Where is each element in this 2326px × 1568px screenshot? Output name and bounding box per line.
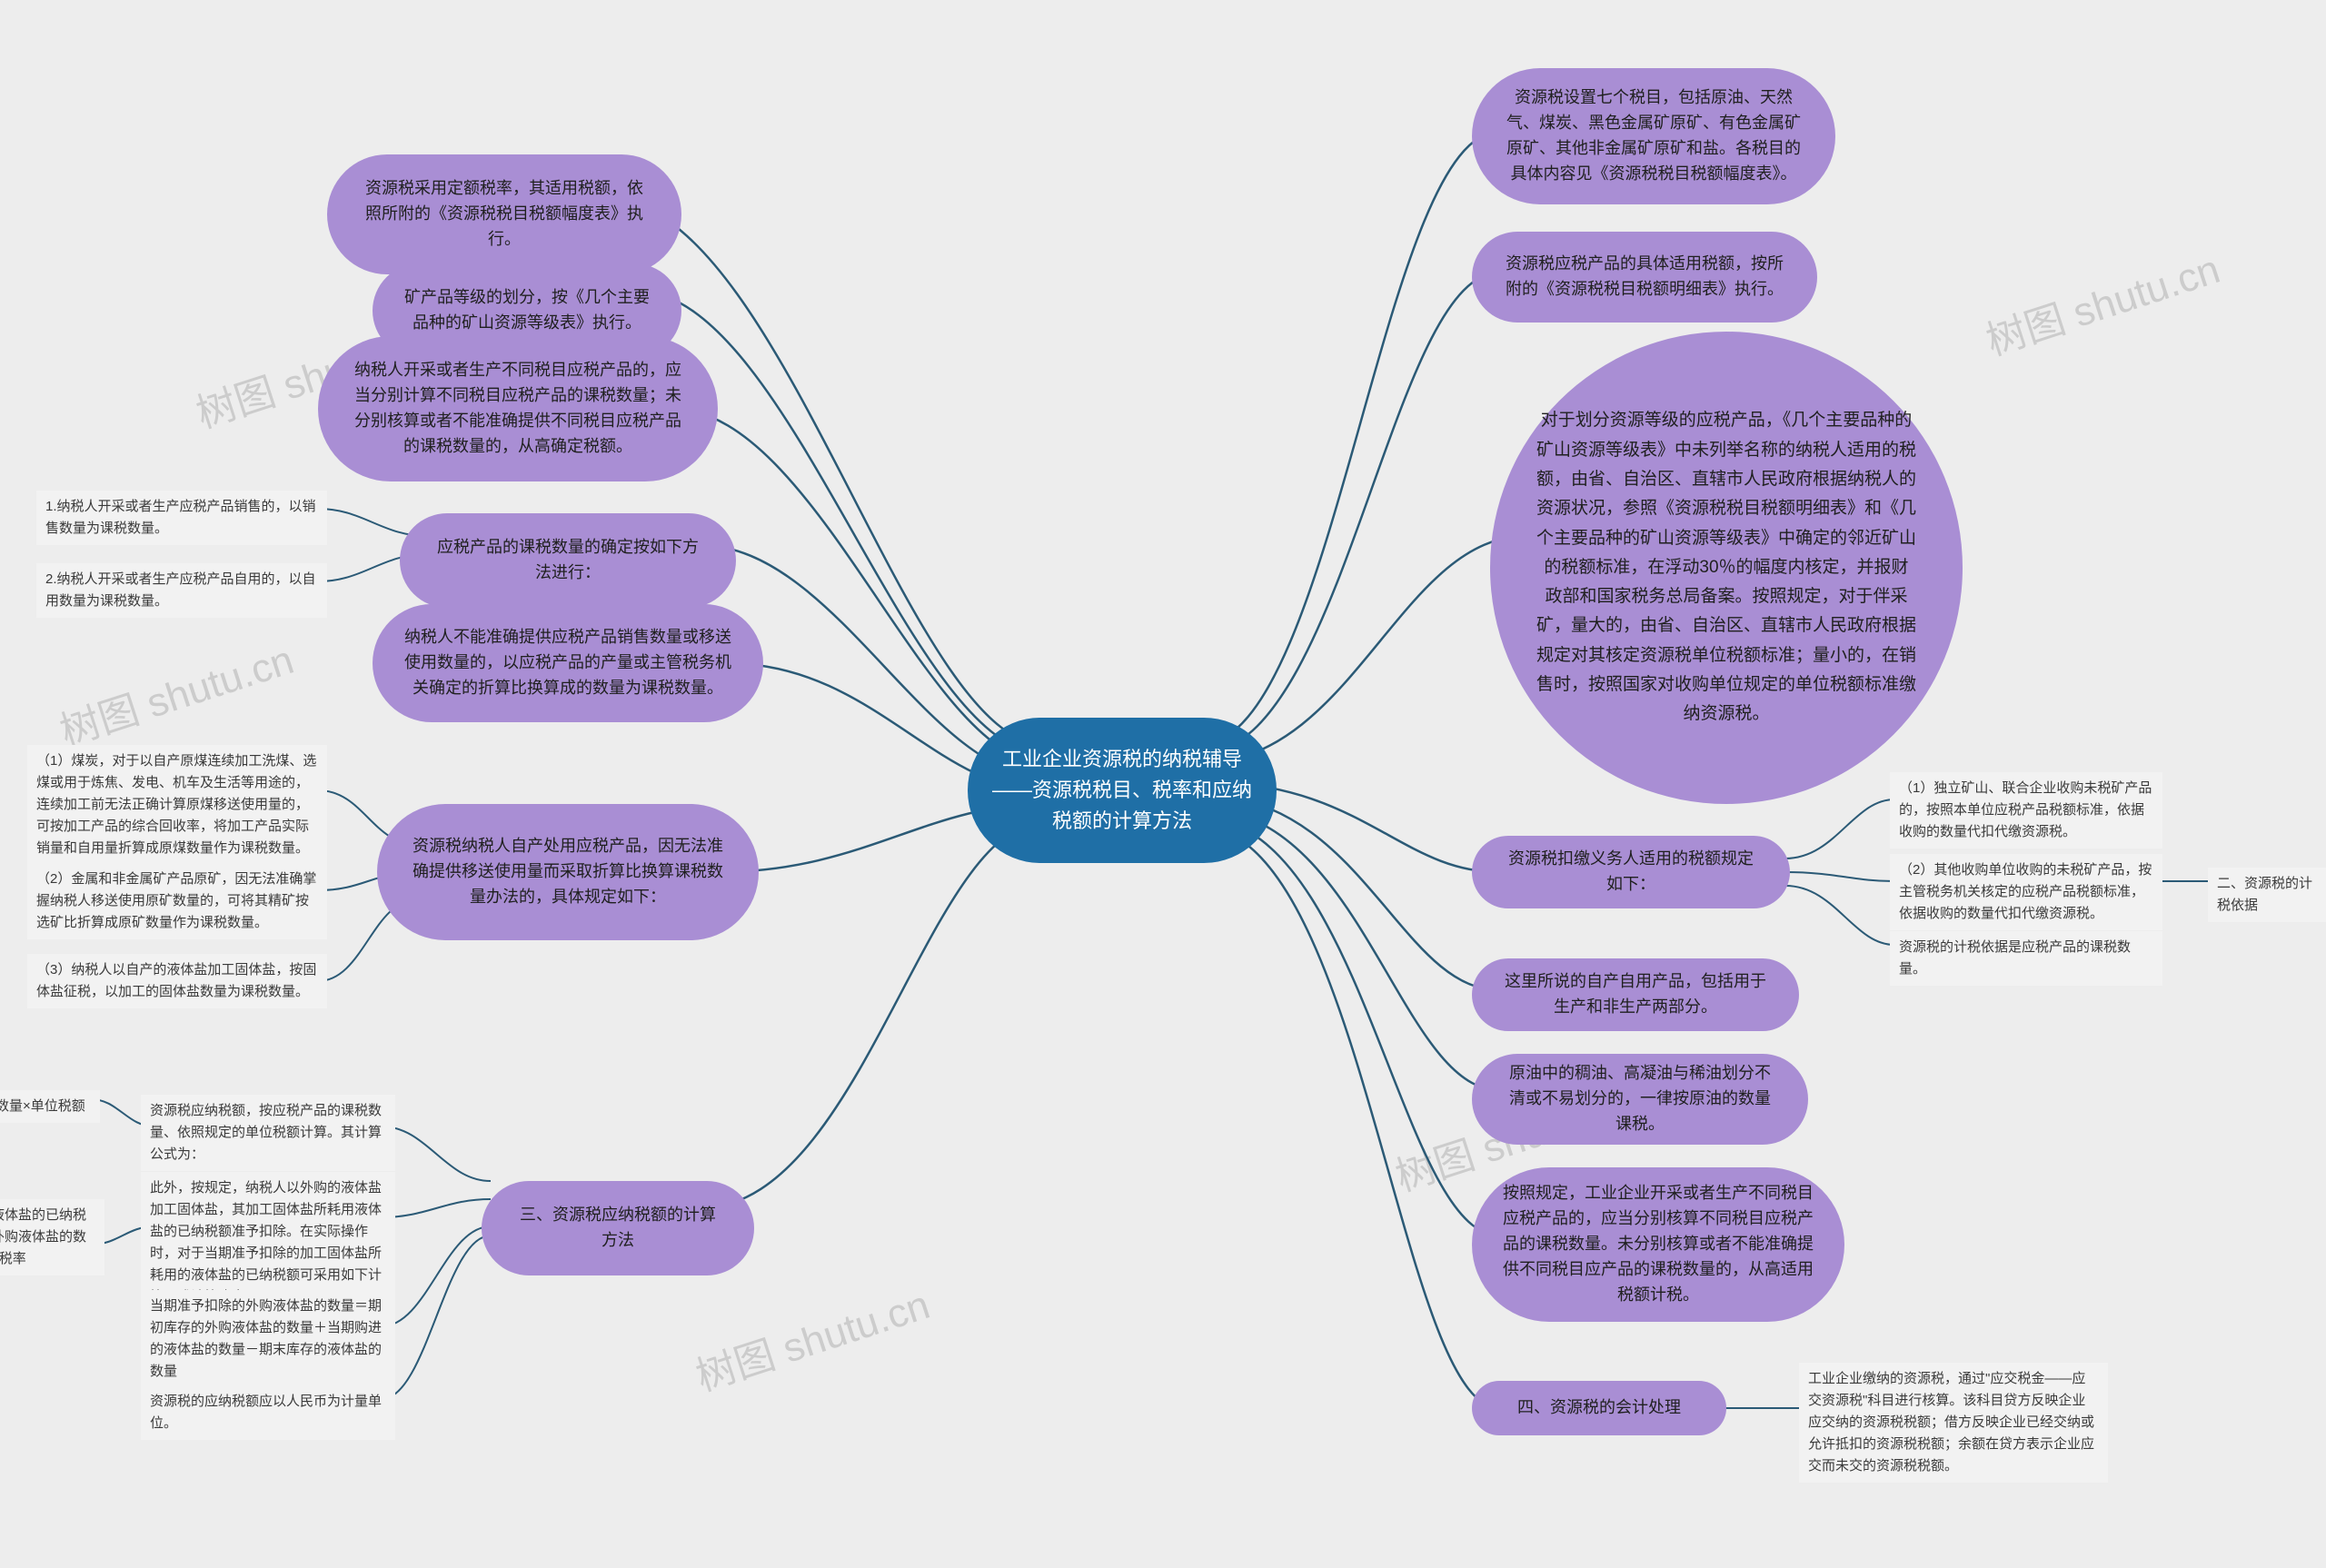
watermark: 树图 shutu.cn <box>52 627 300 757</box>
leaf-l7d: 资源税的应纳税额应以人民币为计量单位。 <box>141 1385 395 1440</box>
node-l4: 应税产品的课税数量的确定按如下方法进行： <box>400 513 736 608</box>
node-r2: 资源税应税产品的具体适用税额，按所附的《资源税税目税额明细表》执行。 <box>1472 232 1817 323</box>
watermark: 树图 shutu.cn <box>1978 236 2226 366</box>
leaf-l7a: 资源税应纳税额，按应税产品的课税数量、依照规定的单位税额计算。其计算公式为： <box>141 1095 395 1171</box>
node-r8: 四、资源税的会计处理 <box>1472 1381 1726 1435</box>
node-r3: 对于划分资源等级的应税产品，《几个主要品种的矿山资源等级表》中未列举名称的纳税人… <box>1490 332 1963 804</box>
watermark: 树图 shutu.cn <box>688 1272 936 1402</box>
leaf-l7b1: 当期准予扣除的外购液体盐的已纳税款＝当期准予扣除的外购液体盐的数量×外购液体盐资… <box>0 1199 104 1275</box>
center-node: 工业企业资源税的纳税辅导——资源税税目、税率和应纳税额的计算方法 <box>968 718 1277 863</box>
leaf-l4b: 2.纳税人开采或者生产应税产品自用的，以自用数量为课税数量。 <box>36 563 327 618</box>
leaf-r4c: 资源税的计税依据是应税产品的课税数量。 <box>1890 931 2162 986</box>
leaf-l6c: （3）纳税人以自产的液体盐加工固体盐，按固体盐征税，以加工的固体盐数量为课税数量… <box>27 954 327 1008</box>
node-l5: 纳税人不能准确提供应税产品销售数量或移送使用数量的，以应税产品的产量或主管税务机… <box>373 604 763 722</box>
node-l3: 纳税人开采或者生产不同税目应税产品的，应当分别计算不同税目应税产品的课税数量；未… <box>318 336 718 481</box>
node-r6: 原油中的稠油、高凝油与稀油划分不清或不易划分的，一律按原油的数量课税。 <box>1472 1054 1808 1145</box>
leaf-r4s: 二、资源税的计税依据 <box>2208 868 2326 922</box>
leaf-l4a: 1.纳税人开采或者生产应税产品销售的，以销售数量为课税数量。 <box>36 491 327 545</box>
leaf-l7c: 当期准予扣除的外购液体盐的数量＝期初库存的外购液体盐的数量＋当期购进的液体盐的数… <box>141 1290 395 1388</box>
node-l1: 资源税采用定额税率，其适用税额，依照所附的《资源税税目税额幅度表》执行。 <box>327 154 681 274</box>
node-l7: 三、资源税应纳税额的计算方法 <box>482 1181 754 1275</box>
node-r4: 资源税扣缴义务人适用的税额规定如下： <box>1472 836 1790 908</box>
leaf-r4a: （1）独立矿山、联合企业收购未税矿产品的，按照本单位应税产品税额标准，依据收购的… <box>1890 772 2162 849</box>
leaf-r8a: 工业企业缴纳的资源税，通过"应交税金——应交资源税"科目进行核算。该科目贷方反映… <box>1799 1363 2108 1483</box>
leaf-l6b: （2）金属和非金属矿产品原矿，因无法准确掌握纳税人移送使用原矿数量的，可将其精矿… <box>27 863 327 939</box>
node-r1: 资源税设置七个税目，包括原油、天然气、煤炭、黑色金属矿原矿、有色金属矿原矿、其他… <box>1472 68 1835 204</box>
leaf-r4b: （2）其他收购单位收购的未税矿产品，按主管税务机关核定的应税产品税额标准，依据收… <box>1890 854 2162 930</box>
leaf-l7a1: 应纳税额＝课税数量×单位税额 <box>0 1090 100 1123</box>
node-l6: 资源税纳税人自产处用应税产品，因无法准确提供移送使用量而采取折算比换算课税数量办… <box>377 804 759 940</box>
leaf-l6a: （1）煤炭，对于以自产原煤连续加工洗煤、选煤或用于炼焦、发电、机车及生活等用途的… <box>27 745 327 865</box>
node-r5: 这里所说的自产自用产品，包括用于生产和非生产两部分。 <box>1472 958 1799 1031</box>
node-r7: 按照规定，工业企业开采或者生产不同税目应税产品的，应当分别核算不同税目应税产品的… <box>1472 1167 1844 1322</box>
